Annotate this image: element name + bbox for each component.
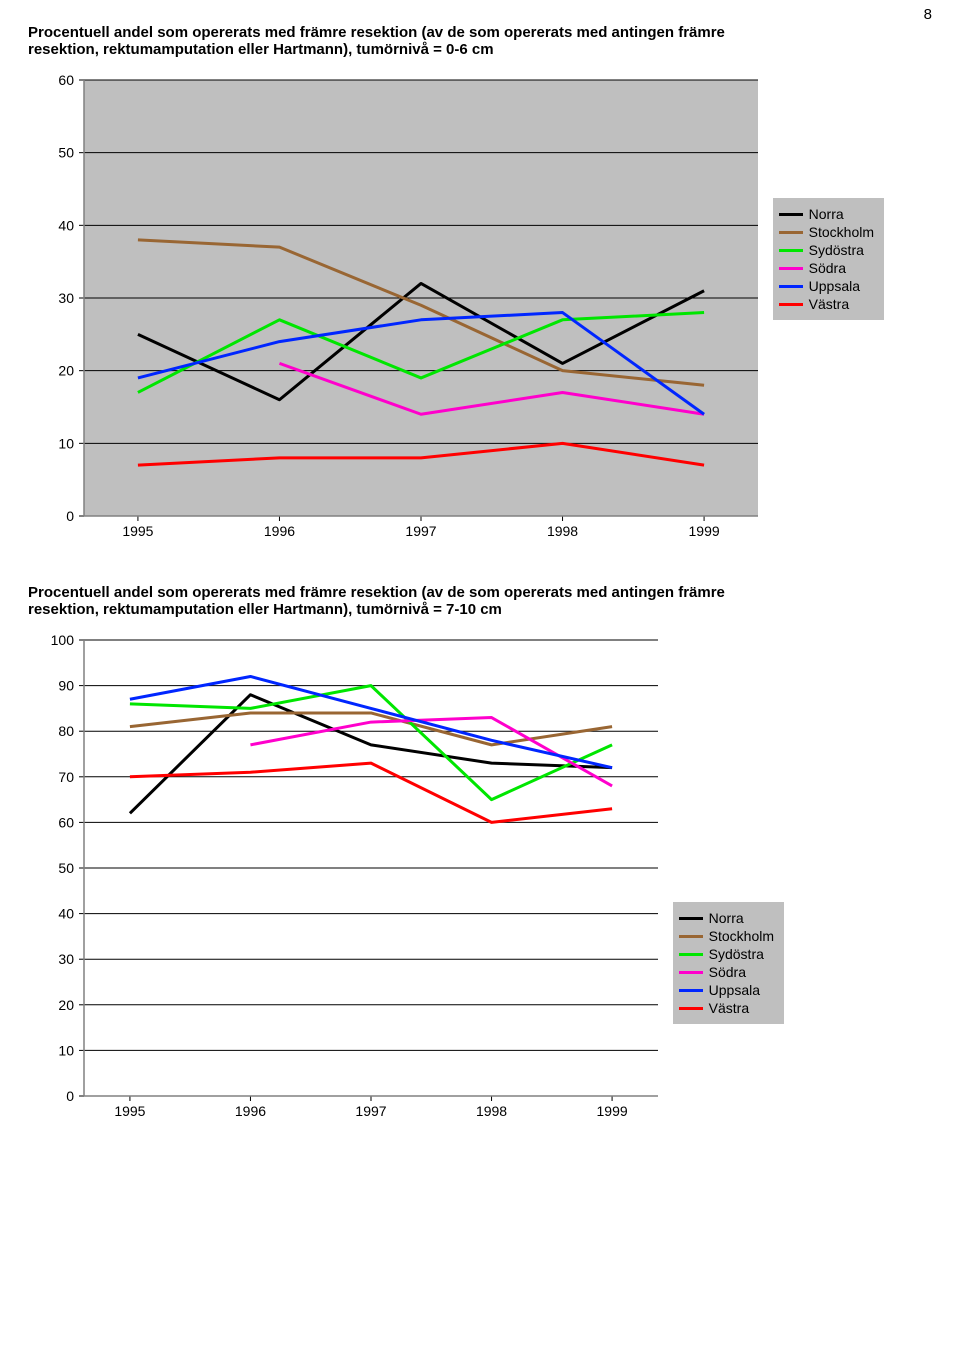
legend-item: Norra — [679, 910, 774, 926]
legend-swatch — [679, 971, 703, 974]
x-tick-label: 1996 — [264, 523, 295, 539]
x-tick-label: 1997 — [405, 523, 436, 539]
legend-swatch — [679, 989, 703, 992]
legend-item: Sydöstra — [679, 946, 774, 962]
legend-swatch — [779, 267, 803, 270]
y-tick-label: 0 — [66, 1088, 74, 1104]
chart1-title: Procentuell andel som opererats med främ… — [28, 24, 768, 58]
legend-label: Södra — [709, 964, 746, 980]
legend-item: Norra — [779, 206, 874, 222]
y-tick-label: 70 — [58, 769, 74, 785]
y-tick-label: 50 — [58, 860, 74, 876]
y-tick-label: 30 — [58, 951, 74, 967]
legend-swatch — [679, 1007, 703, 1010]
legend-swatch — [679, 953, 703, 956]
legend-label: Västra — [709, 1000, 749, 1016]
legend-label: Uppsala — [809, 278, 860, 294]
legend-item: Södra — [779, 260, 874, 276]
x-tick-label: 1998 — [547, 523, 578, 539]
legend-swatch — [679, 917, 703, 920]
legend-swatch — [779, 213, 803, 216]
legend-label: Norra — [809, 206, 844, 222]
legend-label: Sydöstra — [809, 242, 864, 258]
chart2: 0 10 20 30 40 50 60 70 80 90 100 1995 1996 1997 1998 19… — [28, 630, 808, 1130]
legend-label: Stockholm — [809, 224, 874, 240]
legend-item: Sydöstra — [779, 242, 874, 258]
y-tick-label: 30 — [58, 290, 74, 306]
y-tick-label: 10 — [58, 1042, 74, 1058]
legend-item: Uppsala — [779, 278, 874, 294]
x-tick-label: 1997 — [355, 1103, 386, 1119]
legend-item: Västra — [679, 1000, 774, 1016]
legend: Norra Stockholm Sydöstra Södra Uppsala Västra — [673, 902, 784, 1024]
legend-swatch — [779, 231, 803, 234]
legend-item: Uppsala — [679, 982, 774, 998]
legend-swatch — [779, 303, 803, 306]
y-tick-label: 60 — [58, 72, 74, 88]
legend-swatch — [779, 285, 803, 288]
legend-label: Södra — [809, 260, 846, 276]
y-tick-label: 0 — [66, 508, 74, 524]
y-tick-label: 50 — [58, 145, 74, 161]
y-tick-label: 100 — [51, 632, 75, 648]
x-tick-label: 1996 — [235, 1103, 266, 1119]
y-tick-label: 40 — [58, 217, 74, 233]
x-tick-label: 1995 — [114, 1103, 145, 1119]
chart1: 0 10 20 30 40 50 60 1995 1996 1997 1998 1999 Norra St… — [28, 70, 908, 550]
y-tick-label: 10 — [58, 435, 74, 451]
page-number: 8 — [924, 6, 932, 23]
legend-swatch — [779, 249, 803, 252]
legend-swatch — [679, 935, 703, 938]
legend-item: Stockholm — [679, 928, 774, 944]
legend-label: Sydöstra — [709, 946, 764, 962]
y-tick-label: 40 — [58, 906, 74, 922]
legend-item: Stockholm — [779, 224, 874, 240]
legend-label: Uppsala — [709, 982, 760, 998]
legend-item: Västra — [779, 296, 874, 312]
x-tick-label: 1999 — [689, 523, 720, 539]
legend: Norra Stockholm Sydöstra Södra Uppsala Västra — [773, 198, 884, 320]
y-tick-label: 20 — [58, 997, 74, 1013]
x-tick-label: 1998 — [476, 1103, 507, 1119]
x-tick-label: 1995 — [122, 523, 153, 539]
y-tick-label: 20 — [58, 363, 74, 379]
legend-label: Västra — [809, 296, 849, 312]
y-tick-label: 80 — [58, 723, 74, 739]
legend-label: Norra — [709, 910, 744, 926]
legend-label: Stockholm — [709, 928, 774, 944]
y-tick-label: 60 — [58, 814, 74, 830]
x-tick-label: 1999 — [597, 1103, 628, 1119]
y-tick-label: 90 — [58, 678, 74, 694]
chart2-title: Procentuell andel som opererats med främ… — [28, 584, 768, 618]
legend-item: Södra — [679, 964, 774, 980]
chart-svg: 0 10 20 30 40 50 60 70 80 90 100 1995 1996 1997 1998 19… — [28, 630, 808, 1130]
